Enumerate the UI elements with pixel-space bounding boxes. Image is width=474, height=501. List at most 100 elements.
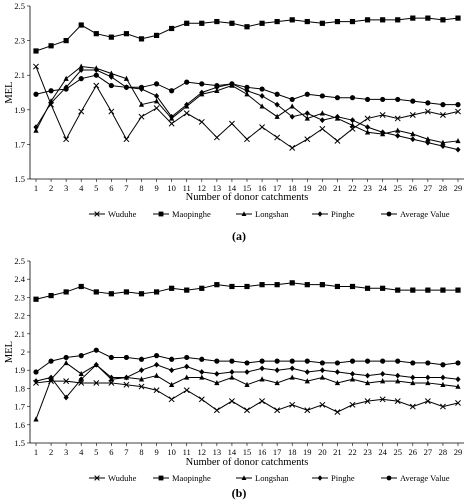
data-point-average-value [153, 353, 160, 359]
data-point-average-value [199, 356, 205, 362]
data-point-maopinghe [123, 31, 130, 37]
marker-stroke [424, 108, 431, 115]
data-point-average-value [229, 358, 235, 364]
data-point-average-value [364, 358, 371, 364]
data-point-wuduhe [259, 124, 266, 131]
data-point-wuduhe [394, 115, 401, 122]
data-point-pinghe [274, 367, 280, 374]
legend: Wuduhe Maopinghe Longshan Pinghe Average Val… [89, 209, 450, 219]
data-point-average-value [289, 358, 295, 364]
chart-panel-b: 1.51.61.71.81.922.12.22.32.42.51 2 3 4 5 6 7 8 9… [4, 256, 464, 500]
data-point-average-value [349, 358, 356, 364]
data-point-pinghe [440, 374, 446, 381]
data-point-pinghe [289, 365, 295, 372]
data-point-wuduhe [455, 108, 461, 115]
data-point-wuduhe [394, 398, 401, 405]
marker-stroke [93, 82, 100, 89]
marker-stroke [439, 112, 446, 118]
data-point-wuduhe [93, 82, 100, 89]
data-point-wuduhe [93, 379, 100, 386]
x-tick-label: 14 [228, 183, 237, 193]
x-tick-label: 26 [409, 183, 418, 193]
data-point-maopinghe [184, 20, 190, 26]
legend-marker-pinghe [317, 211, 323, 217]
marker-stroke [78, 108, 85, 115]
data-point-pinghe [364, 372, 371, 379]
x-tick-label: 24 [378, 447, 387, 457]
x-axis-title: Number of donor catchments [186, 192, 309, 203]
data-point-pinghe [33, 378, 39, 385]
data-point-longshan [123, 75, 130, 81]
marker-stroke [94, 475, 100, 481]
data-point-maopinghe [244, 283, 250, 290]
x-tick-label: 9 [154, 183, 158, 193]
data-point-pinghe [319, 367, 325, 374]
x-tick-label: 1 [34, 447, 38, 457]
x-tick-label: 4 [79, 447, 84, 457]
data-point-maopinghe [153, 32, 160, 39]
data-point-pinghe [153, 93, 160, 99]
data-point-maopinghe [304, 282, 310, 288]
marker-stroke [409, 112, 416, 118]
data-point-wuduhe [409, 403, 416, 410]
data-point-wuduhe [379, 396, 386, 403]
legend-label: Longshan [255, 209, 289, 219]
data-point-average-value [184, 79, 190, 85]
marker-stroke [319, 401, 326, 408]
x-tick-label: 22 [348, 183, 357, 193]
y-tick-label: 1.7 [14, 402, 25, 412]
series-maopinghe [33, 15, 461, 54]
data-point-average-value [425, 100, 431, 106]
data-point-longshan [108, 70, 114, 76]
x-tick-label: 15 [243, 447, 252, 457]
marker-stroke [379, 396, 386, 403]
legend-label: Pinghe [331, 209, 355, 219]
data-point-longshan [349, 122, 356, 128]
x-tick-label: 19 [303, 447, 312, 457]
x-tick-label: 7 [124, 183, 128, 193]
panel-caption: (b) [232, 486, 247, 500]
data-point-longshan [259, 103, 265, 109]
data-point-longshan [274, 113, 280, 119]
data-point-maopinghe [259, 20, 265, 26]
legend-marker-pinghe [317, 475, 323, 481]
data-point-maopinghe [93, 31, 99, 37]
panel-caption: (a) [232, 229, 246, 243]
data-point-maopinghe [380, 285, 386, 291]
data-point-average-value [138, 356, 145, 362]
data-point-pinghe [349, 117, 356, 124]
data-point-average-value [78, 353, 84, 359]
x-tick-label: 12 [198, 183, 207, 193]
data-point-maopinghe [153, 289, 160, 295]
data-point-wuduhe [304, 407, 311, 414]
data-point-maopinghe [274, 18, 280, 25]
data-point-maopinghe [63, 38, 69, 44]
x-tick-label: 16 [258, 447, 267, 457]
series-line-pinghe [35, 69, 459, 151]
marker-stroke [304, 136, 311, 143]
x-tick-label: 20 [318, 447, 327, 457]
data-point-average-value [153, 81, 160, 87]
x-tick-label: 1 [34, 183, 38, 193]
data-point-wuduhe [108, 108, 115, 115]
y-tick-label: 2.1 [14, 70, 25, 80]
data-point-longshan [455, 137, 461, 144]
data-point-pinghe [199, 369, 205, 375]
data-point-average-value [319, 360, 325, 366]
data-point-wuduhe [364, 115, 371, 122]
marker-stroke [213, 407, 220, 414]
data-point-average-value [169, 88, 175, 94]
data-point-average-value [259, 86, 265, 92]
data-point-pinghe [108, 374, 114, 381]
data-point-maopinghe [319, 20, 325, 26]
legend-label: Average Value [400, 209, 450, 219]
marker-stroke [259, 398, 266, 405]
data-point-pinghe [123, 374, 130, 381]
data-point-maopinghe [229, 20, 235, 26]
x-tick-label: 22 [348, 447, 357, 457]
data-point-pinghe [380, 370, 386, 377]
legend-item-pinghe: Pinghe [312, 209, 355, 219]
legend-item-maopinghe: Maopinghe [153, 209, 211, 219]
data-point-longshan [229, 374, 235, 380]
data-point-pinghe [319, 117, 325, 124]
